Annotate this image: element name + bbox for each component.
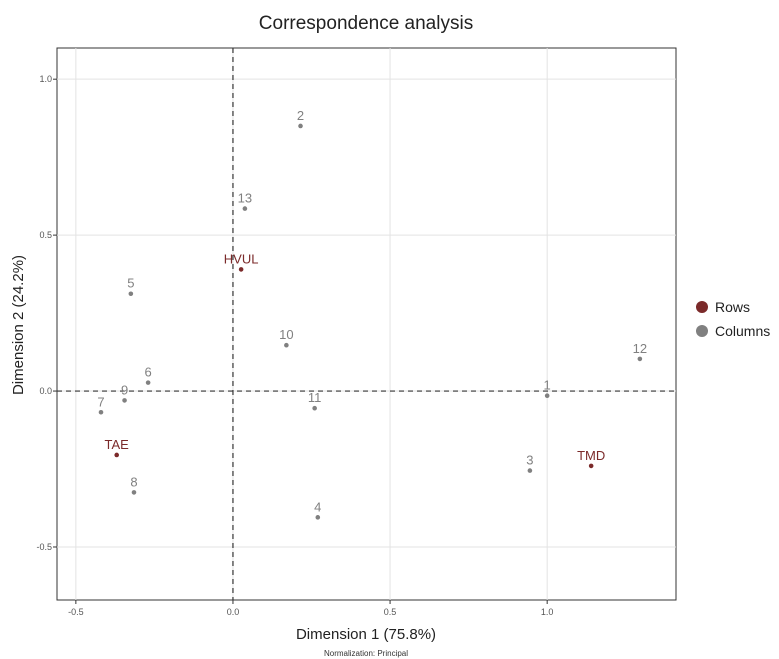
point-label-3: 3 — [526, 453, 533, 468]
point-label-13: 13 — [238, 191, 252, 206]
x-tick-label: 0.5 — [384, 607, 397, 617]
point-label-10: 10 — [279, 327, 293, 342]
reference-lines — [57, 48, 676, 600]
point-label-1: 1 — [544, 378, 551, 393]
point-columns-11 — [312, 405, 317, 411]
y-axis-ticks: -0.5 0.0 0.5 1.0 — [36, 74, 57, 552]
point-label-12: 12 — [633, 341, 647, 356]
point-columns-8 — [131, 490, 137, 495]
point-label-6: 6 — [145, 365, 152, 380]
y-tick-label: 1.0 — [39, 74, 52, 84]
legend-label-columns: Columns — [715, 323, 770, 339]
x-axis-ticks: -0.5 0.0 0.5 1.0 — [68, 600, 553, 617]
point-label-tmd: TMD — [577, 448, 605, 463]
y-tick-label: -0.5 — [36, 542, 52, 552]
legend: Rows Columns — [696, 299, 770, 339]
point-columns-4 — [315, 515, 321, 520]
point-label-2: 2 — [297, 108, 304, 123]
point-label-5: 5 — [127, 276, 134, 291]
point-columns-1 — [544, 393, 550, 399]
point-columns-5 — [128, 291, 134, 297]
point-columns-2 — [298, 123, 303, 129]
y-tick-label: 0.0 — [39, 386, 52, 396]
point-label-8: 8 — [130, 474, 137, 489]
x-tick-label: 0.0 — [227, 607, 240, 617]
legend-label-rows: Rows — [715, 299, 750, 315]
plot-area — [56, 47, 677, 601]
point-columns-6 — [145, 380, 151, 385]
legend-marker-rows — [696, 301, 708, 313]
point-columns-7 — [98, 409, 104, 415]
point-rows-hvul — [238, 267, 244, 272]
chart-title: Correspondence analysis — [259, 13, 473, 34]
legend-marker-columns — [696, 325, 708, 337]
point-label-hvul: HVUL — [224, 251, 259, 266]
normalization-note: Normalization: Principal — [324, 649, 408, 658]
x-axis-title: Dimension 1 (75.8%) — [296, 626, 436, 643]
point-columns-12 — [637, 356, 643, 362]
x-tick-label: 1.0 — [541, 607, 554, 617]
point-label-11: 11 — [308, 390, 322, 405]
point-label-tae: TAE — [105, 437, 130, 452]
point-label-9: 9 — [121, 382, 128, 397]
y-tick-label: 0.5 — [39, 230, 52, 240]
point-columns-10 — [284, 342, 289, 348]
point-columns-13 — [242, 206, 248, 211]
point-label-7: 7 — [97, 394, 104, 409]
point-label-4: 4 — [314, 499, 321, 514]
y-axis-title: Dimension 2 (24.2%) — [10, 255, 27, 395]
point-columns-9 — [122, 398, 127, 403]
point-columns-3 — [527, 468, 533, 473]
x-tick-label: -0.5 — [68, 607, 84, 617]
point-rows-tmd — [588, 463, 594, 469]
point-rows-tae — [114, 452, 120, 458]
